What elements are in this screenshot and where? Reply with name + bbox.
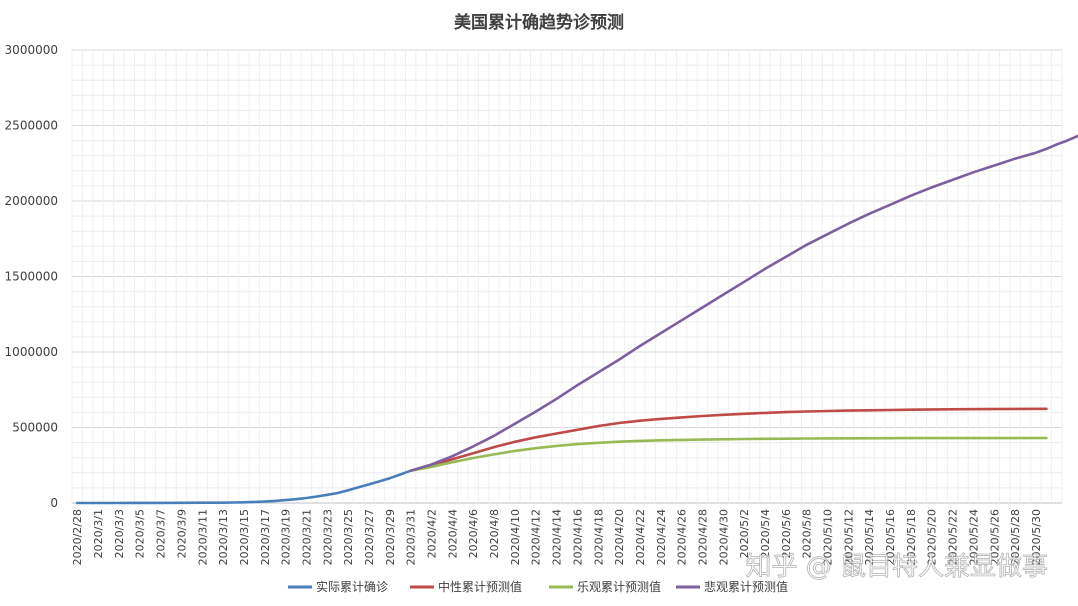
- x-tick-label: 2020/3/5: [134, 509, 147, 558]
- chart-title: 美国累计确趋势诊预测: [454, 12, 624, 33]
- y-tick-label: 1500000: [5, 270, 58, 284]
- legend-label-4: 悲观累计预测值: [704, 579, 788, 594]
- x-tick-label: 2020/3/29: [384, 509, 397, 565]
- y-tick-label: 3000000: [5, 43, 58, 57]
- x-tick-label: 2020/5/22: [947, 509, 960, 565]
- x-tick-label: 2020/4/12: [530, 509, 543, 565]
- x-tick-label: 2020/3/25: [342, 509, 355, 565]
- x-tick-label: 2020/5/26: [988, 509, 1001, 565]
- x-tick-label: 2020/4/4: [446, 509, 459, 558]
- x-tick-label: 2020/4/28: [696, 509, 709, 565]
- x-tick-label: 2020/3/17: [259, 509, 272, 565]
- x-tick-label: 2020/3/21: [300, 509, 313, 565]
- x-tick-label: 2020/5/8: [801, 509, 814, 558]
- series-line-2: [409, 407, 1048, 472]
- x-tick-label: 2020/3/3: [113, 509, 126, 558]
- x-tick-label: 2020/3/1: [92, 509, 105, 558]
- x-tick-label: 2020/4/8: [488, 509, 501, 558]
- x-tick-label: 2020/4/24: [655, 509, 668, 565]
- x-tick-label: 2020/2/28: [71, 509, 84, 565]
- x-tick-label: 2020/3/19: [280, 509, 293, 565]
- x-axis: 2020/2/28 2020/3/1 2020/3/3 2020/3/5 2020/3/…: [71, 509, 1043, 565]
- x-tick-label: 2020/4/18: [592, 509, 605, 565]
- legend: 实际累计确诊 中性累计预测值 乐观累计预测值 悲观累计预测值: [288, 579, 788, 594]
- x-tick-label: 2020/4/16: [571, 509, 584, 565]
- x-tick-label: 2020/3/11: [196, 509, 209, 565]
- x-tick-label: 2020/4/20: [613, 509, 626, 565]
- series-line-3: [409, 436, 1048, 472]
- x-tick-label: 2020/5/10: [822, 509, 835, 565]
- x-tick-label: 2020/3/9: [175, 509, 188, 558]
- series-line-4: [409, 134, 1078, 472]
- x-tick-label: 2020/4/22: [634, 509, 647, 565]
- series-line-1: [75, 469, 412, 505]
- x-tick-label: 2020/5/16: [884, 509, 897, 565]
- x-tick-label: 2020/4/6: [467, 509, 480, 558]
- y-tick-label: 1000000: [5, 345, 58, 359]
- x-tick-label: 2020/4/10: [509, 509, 522, 565]
- x-tick-label: 2020/5/12: [842, 509, 855, 565]
- x-tick-label: 2020/5/28: [1009, 509, 1022, 565]
- x-tick-label: 2020/5/4: [759, 509, 772, 558]
- x-tick-label: 2020/3/27: [363, 509, 376, 565]
- x-tick-label: 2020/3/7: [155, 509, 168, 558]
- x-tick-label: 2020/4/30: [717, 509, 730, 565]
- plot-area: [75, 134, 1078, 505]
- x-tick-label: 2020/3/31: [405, 509, 418, 565]
- y-axis: 0 500000 1000000 1500000 2000000 2500000 30000…: [5, 43, 58, 510]
- grid: [71, 49, 1063, 504]
- x-tick-label: 2020/5/24: [967, 509, 980, 565]
- x-tick-label: 2020/5/6: [780, 509, 793, 558]
- x-tick-label: 2020/5/18: [905, 509, 918, 565]
- x-tick-label: 2020/5/30: [1030, 509, 1043, 565]
- x-tick-label: 2020/5/20: [926, 509, 939, 565]
- y-tick-label: 2500000: [5, 119, 58, 133]
- x-tick-label: 2020/5/14: [863, 509, 876, 565]
- x-tick-label: 2020/4/26: [676, 509, 689, 565]
- legend-label-1: 实际累计确诊: [316, 579, 388, 594]
- y-tick-label: 500000: [12, 421, 58, 435]
- y-tick-label: 2000000: [5, 194, 58, 208]
- x-tick-label: 2020/5/2: [738, 509, 751, 558]
- x-tick-label: 2020/3/23: [321, 509, 334, 565]
- x-tick-label: 2020/3/13: [217, 509, 230, 565]
- x-tick-label: 2020/4/2: [426, 509, 439, 558]
- y-tick-label: 0: [50, 496, 58, 510]
- legend-label-3: 乐观累计预测值: [577, 579, 661, 594]
- x-tick-label: 2020/4/14: [551, 509, 564, 565]
- watermark: 知乎 @ 鼠目特人兼显做事: [745, 552, 1048, 582]
- legend-label-2: 中性累计预测值: [438, 579, 522, 594]
- x-tick-label: 2020/3/15: [238, 509, 251, 565]
